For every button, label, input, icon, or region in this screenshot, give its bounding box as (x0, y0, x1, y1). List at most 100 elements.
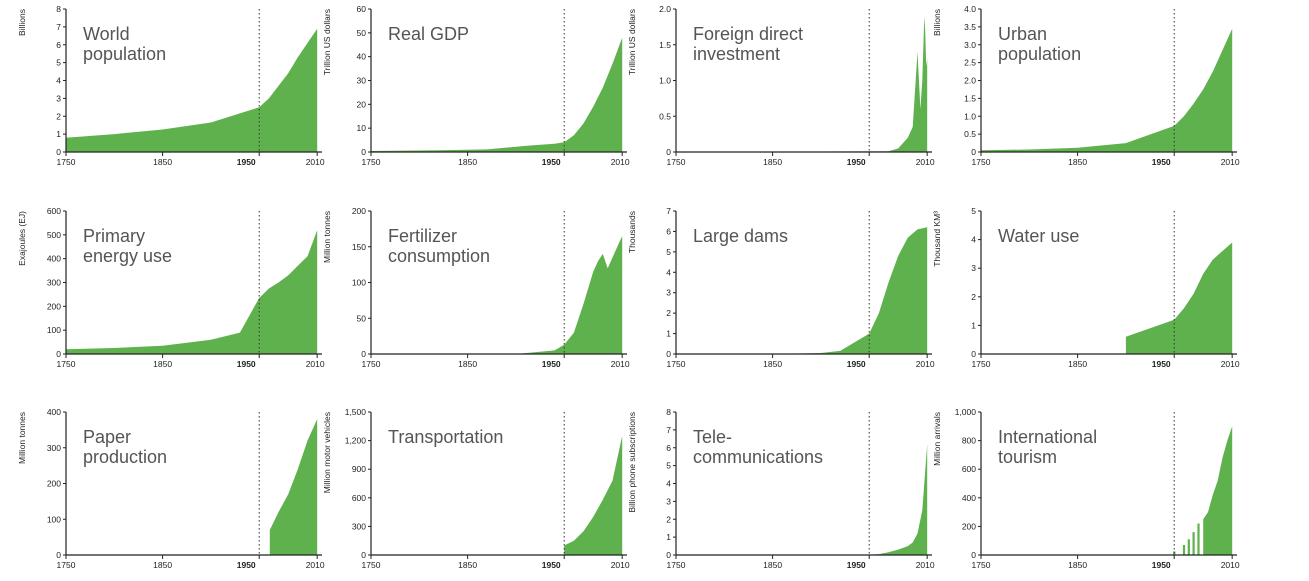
y-tick-label: 4.0 (964, 4, 976, 14)
panel-1: 0 10 20 30 40 50 60 1750 1850 1950 2010 Trillion US… (322, 4, 630, 167)
x-tick-label: 1850 (763, 157, 782, 167)
x-tick-label: 1950 (1152, 560, 1171, 570)
y-tick-label: 3 (971, 263, 976, 273)
x-tick-label: 1950 (237, 157, 256, 167)
panel-title: Real GDP (388, 24, 469, 44)
y-tick-label: 400 (962, 493, 976, 503)
y-tick-label: 1 (666, 532, 671, 542)
y-tick-label: 3.0 (964, 40, 976, 50)
y-tick-label: 3 (666, 496, 671, 506)
x-tick-label: 1850 (1068, 560, 1087, 570)
panel-title: Primary (83, 226, 145, 246)
x-tick-label: 1950 (237, 560, 256, 570)
y-tick-label: 300 (352, 521, 366, 531)
y-tick-label: 4 (666, 267, 671, 277)
y-tick-label: 2.0 (964, 76, 976, 86)
data-area (371, 37, 623, 152)
x-tick-label: 1850 (153, 157, 172, 167)
y-tick-label: 60 (357, 4, 367, 14)
data-bar (1192, 532, 1195, 555)
panel-title: Transportation (388, 427, 503, 447)
panel-title: communications (693, 447, 823, 467)
y-tick-label: 100 (352, 278, 366, 288)
x-tick-label: 1850 (153, 560, 172, 570)
panel-6: 0 1 2 3 4 5 6 7 1750 1850 1950 2010 Thousands Large d… (627, 206, 935, 369)
y-tick-label: 2.5 (964, 58, 976, 68)
y-tick-label: 0 (56, 147, 61, 157)
x-tick-label: 1850 (458, 359, 477, 369)
y-tick-label: 0 (56, 349, 61, 359)
panel-2: 0 0.5 1.0 1.5 2.0 1750 1850 1950 2010 Trillion US… (627, 4, 935, 167)
y-tick-label: 0 (361, 147, 366, 157)
x-tick-label: 1850 (458, 157, 477, 167)
y-tick-label: 20 (357, 99, 367, 109)
y-tick-label: 1.0 (964, 111, 976, 121)
y-tick-label: 4 (971, 235, 976, 245)
y-axis-label: Million tonnes (322, 211, 332, 263)
x-tick-label: 1850 (1068, 157, 1087, 167)
x-tick-label: 1750 (972, 560, 991, 570)
y-tick-label: 7 (666, 425, 671, 435)
y-tick-label: 2 (971, 292, 976, 302)
y-tick-label: 0 (361, 550, 366, 560)
x-tick-label: 1950 (847, 560, 866, 570)
y-tick-label: 400 (47, 407, 61, 417)
x-tick-label: 1950 (847, 157, 866, 167)
y-tick-label: 1 (666, 329, 671, 339)
y-tick-label: 400 (47, 254, 61, 264)
panel-title: population (998, 44, 1081, 64)
panel-title: tourism (998, 447, 1057, 467)
y-tick-label: 4 (56, 76, 61, 86)
data-bar (1182, 545, 1186, 555)
y-tick-label: 7 (666, 206, 671, 216)
y-tick-label: 6 (666, 443, 671, 453)
panel-0: 0 1 2 3 4 5 6 7 8 1750 1850 1950 2010 Billions Worldpo… (17, 4, 325, 167)
panel-title: Foreign direct (693, 24, 803, 44)
panel-title: Large dams (693, 226, 788, 246)
y-tick-label: 8 (56, 4, 61, 14)
y-tick-label: 8 (666, 407, 671, 417)
y-tick-label: 0 (666, 349, 671, 359)
x-tick-label: 1750 (972, 157, 991, 167)
y-tick-label: 40 (357, 52, 367, 62)
y-tick-label: 2 (666, 514, 671, 524)
data-area (564, 435, 623, 555)
y-tick-label: 1,500 (345, 407, 367, 417)
x-tick-label: 1750 (57, 157, 76, 167)
x-tick-label: 1950 (542, 157, 561, 167)
panel-3: 0 0.5 1.0 1.5 2.0 2.5 3.0 3.5 4.0 1750 1850 1950 201… (932, 4, 1240, 167)
x-tick-label: 1750 (57, 359, 76, 369)
panel-title: population (83, 44, 166, 64)
y-tick-label: 100 (47, 514, 61, 524)
y-tick-label: 0 (666, 550, 671, 560)
y-tick-label: 200 (352, 206, 366, 216)
x-tick-label: 2010 (1221, 560, 1240, 570)
y-tick-label: 3.5 (964, 22, 976, 32)
x-tick-label: 1850 (763, 359, 782, 369)
panel-title: consumption (388, 246, 490, 266)
panel-7: 0 1 2 3 4 5 1750 1850 1950 2010 Thousand KM³ Water … (932, 206, 1240, 369)
y-tick-label: 2.0 (659, 4, 671, 14)
x-tick-label: 1850 (153, 359, 172, 369)
data-area (66, 230, 318, 354)
y-tick-label: 50 (357, 28, 367, 38)
x-tick-label: 1750 (362, 157, 381, 167)
y-tick-label: 0 (971, 147, 976, 157)
y-tick-label: 600 (352, 493, 366, 503)
data-area (269, 419, 318, 555)
y-tick-label: 200 (47, 301, 61, 311)
data-area (66, 28, 318, 153)
y-tick-label: 5 (971, 206, 976, 216)
x-tick-label: 2010 (306, 560, 325, 570)
x-tick-label: 1750 (667, 359, 686, 369)
y-tick-label: 300 (47, 443, 61, 453)
y-tick-label: 1.0 (659, 76, 671, 86)
y-axis-label: Trillion US dollars (627, 9, 637, 75)
y-axis-label: Billions (932, 9, 942, 36)
y-tick-label: 1.5 (659, 40, 671, 50)
y-tick-label: 1,000 (955, 407, 977, 417)
x-tick-label: 2010 (611, 560, 630, 570)
panel-8: 0 100 200 300 400 1750 1850 1950 2010 Million ton… (17, 407, 325, 570)
y-tick-label: 1,200 (345, 436, 367, 446)
data-area (981, 28, 1233, 153)
